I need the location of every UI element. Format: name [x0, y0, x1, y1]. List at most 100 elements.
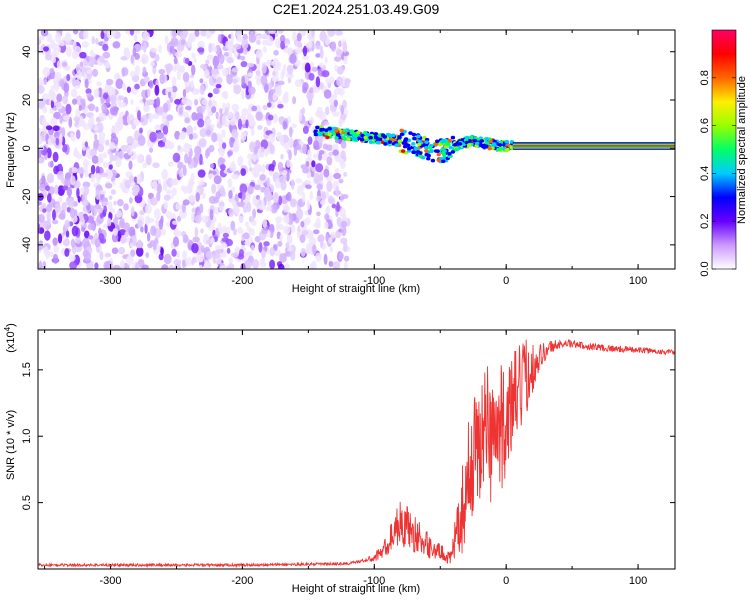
spectrogram-cell [275, 178, 281, 189]
spectrogram-cell [307, 136, 313, 145]
spectrogram-cell [325, 106, 330, 116]
spectrogram-cell [188, 194, 197, 203]
spectrogram-cell [64, 32, 72, 43]
spectrogram-cell [54, 71, 62, 82]
spectrogram-cell [87, 223, 95, 231]
spectrogram-cell [110, 94, 116, 103]
spectrogram-cell [198, 138, 207, 148]
spectrogram-cell [248, 86, 256, 95]
spectrogram-cell [262, 218, 268, 228]
spectrogram-cell [191, 243, 199, 254]
spectrogram-cell [62, 61, 68, 67]
spectrogram-cell [99, 251, 104, 261]
spectrogram-cell [165, 114, 174, 122]
spectrogram-cell [53, 80, 60, 92]
spectrogram-cell [315, 76, 321, 88]
spectrogram-cell [282, 205, 291, 213]
spectrogram-cell [62, 238, 70, 247]
spectrogram-cell [147, 192, 154, 200]
spectrogram-cell [119, 182, 123, 189]
spectrogram-cell [280, 153, 284, 160]
spectrogram-cell [177, 161, 184, 170]
spectrogram-cell [180, 39, 186, 46]
spectrogram-ridge-cell [474, 141, 480, 146]
spectrogram-cell [272, 70, 276, 77]
spectrogram-cell [283, 91, 289, 101]
spectrogram-ridge-cell [400, 149, 406, 153]
spectrogram-ridge-cell [327, 126, 332, 131]
spectrogram-cell [200, 245, 205, 253]
spectrogram-cell [338, 252, 344, 260]
spectrogram-cell [183, 142, 191, 154]
spectrogram-cell [286, 64, 294, 75]
spectrogram-cell [99, 212, 104, 219]
spectrogram-cell [318, 149, 325, 155]
spectrogram-cell [170, 194, 174, 200]
spectrogram-cell [52, 48, 59, 57]
spectrogram-cell [268, 133, 276, 144]
spectrogram-cell [49, 107, 54, 114]
spectrogram-cell [190, 259, 195, 266]
spectrogram-cell [49, 67, 55, 74]
spectrogram-cell [87, 215, 94, 224]
spectrogram-cell [218, 201, 225, 207]
spectrogram-cell [340, 150, 346, 160]
spectrogram-cell [197, 257, 204, 263]
spectrogram-cell [206, 147, 211, 157]
spectrogram-cell [316, 183, 323, 190]
spectrogram-cell [120, 144, 129, 152]
spectrogram-cell [42, 106, 48, 114]
spectrogram-cell [282, 120, 288, 130]
spectrogram-cell [134, 83, 140, 90]
spectrogram-cell [253, 184, 261, 191]
spectrogram-cell [42, 208, 47, 213]
spectrogram-cell [301, 192, 306, 203]
spectrogram-cell [177, 144, 182, 151]
spectrogram-cell [262, 33, 268, 39]
spectrogram-cell [58, 163, 63, 171]
spectrogram-cell [132, 46, 137, 57]
spectrogram-cell [108, 164, 113, 170]
colorbar-tick-label: 0.2 [699, 214, 711, 229]
spectrogram-cell [176, 252, 181, 259]
spectrogram-cell [232, 228, 238, 236]
spectrogram-cell [224, 51, 229, 57]
snr-y-tick-label: 1.5 [21, 362, 33, 377]
colorbar-ticks: 0.0 0.2 0.4 0.6 0.8 [699, 70, 736, 277]
spectrogram-cell [198, 180, 205, 186]
spectrogram-ridge-cell [504, 148, 509, 153]
colorbar-tick-label: 0.6 [699, 118, 711, 133]
spectrogram-cell [178, 106, 183, 116]
spectrogram-cell [335, 186, 340, 198]
spectrogram-cell [227, 150, 233, 156]
spectrogram-frame [37, 29, 676, 270]
spectrogram-cell [142, 163, 148, 169]
spectrogram-cell [91, 68, 99, 77]
spectrogram-cell [50, 117, 58, 126]
spectrogram-cell [126, 144, 133, 156]
spectrogram-cell [286, 191, 292, 202]
spectrogram-ridge-cell [365, 132, 371, 137]
spectrogram-ridge-cell [387, 140, 392, 144]
spectrogram-cell [237, 118, 243, 130]
spectrogram-cell [179, 31, 188, 39]
spectrogram-cell [223, 111, 228, 117]
spectrogram-cell [172, 152, 181, 163]
spectrogram-cell [120, 236, 127, 244]
spectrogram-cell [66, 73, 71, 82]
spectrogram-cell [87, 103, 96, 112]
spectrogram-cell [317, 234, 325, 243]
spectrogram-cell [145, 215, 151, 226]
spectrogram-cell [46, 210, 51, 222]
spectrogram-cell [118, 95, 124, 101]
spectrogram-cell [275, 85, 282, 97]
spectrogram-cell [136, 173, 142, 185]
spectrogram-cell [41, 175, 46, 184]
spectrogram-cell [214, 249, 222, 255]
spectrogram-cell [199, 153, 203, 165]
spectrogram-cell [336, 66, 344, 75]
spectrogram-cell [44, 53, 52, 61]
spectrogram-cell [74, 122, 79, 127]
spectrogram-cell [246, 226, 252, 232]
spectrogram-cell [182, 234, 189, 243]
